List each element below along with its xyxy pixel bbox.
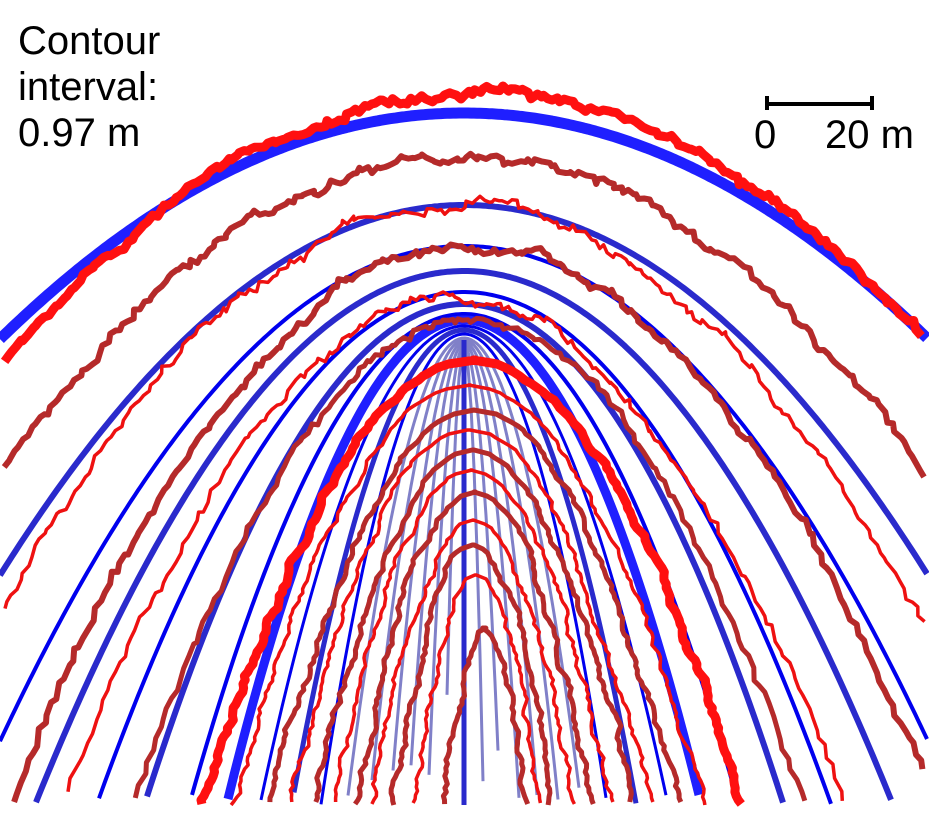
annotation-line-1: Contour	[18, 19, 161, 63]
scale-bar-start-label: 0	[754, 113, 777, 157]
annotation-line-2: interval:	[18, 65, 159, 109]
observed-inner-contour-line-6	[333, 468, 615, 803]
model-contour-line-10	[291, 327, 639, 804]
contour-interval-annotation: Contour interval: 0.97 m	[18, 18, 160, 156]
model-contour-line-2	[0, 202, 929, 577]
model-contour-line-9	[259, 324, 668, 801]
observed-contour-line-2	[1, 150, 927, 479]
observed-contour-line-1	[0, 81, 925, 365]
observed-inner-contour-line-7	[353, 489, 596, 806]
scale-bar	[765, 96, 874, 110]
observed-contour-line-6	[132, 315, 808, 802]
observed-inner-contour-line-3	[267, 407, 684, 803]
observed-inner-contour-line-9	[388, 542, 553, 806]
observed-inner-contour-line-8	[370, 518, 576, 805]
observed-inner-contour-line-5	[313, 447, 634, 803]
observed-inner-contour-line-10	[411, 573, 543, 804]
model-contour-line-11	[319, 332, 608, 805]
scale-bar-end-label: 20 m	[825, 113, 914, 157]
observed-contour-line-5	[66, 290, 845, 801]
observed-contour-line-3	[3, 194, 926, 623]
observed-inner-contour-line-4	[288, 428, 655, 803]
model-contour-line-7	[190, 312, 740, 803]
observed-inner-contour-line-1	[196, 355, 745, 807]
annotation-line-3: 0.97 m	[18, 111, 141, 155]
model-contour-line-4	[33, 268, 894, 804]
observed-inner-contour-line-11	[440, 625, 531, 805]
model-contour-line-12	[346, 336, 581, 796]
observed-contours	[0, 81, 927, 807]
observed-contour-line-4	[11, 241, 926, 803]
observed-inner-contour-line-2	[229, 383, 707, 807]
